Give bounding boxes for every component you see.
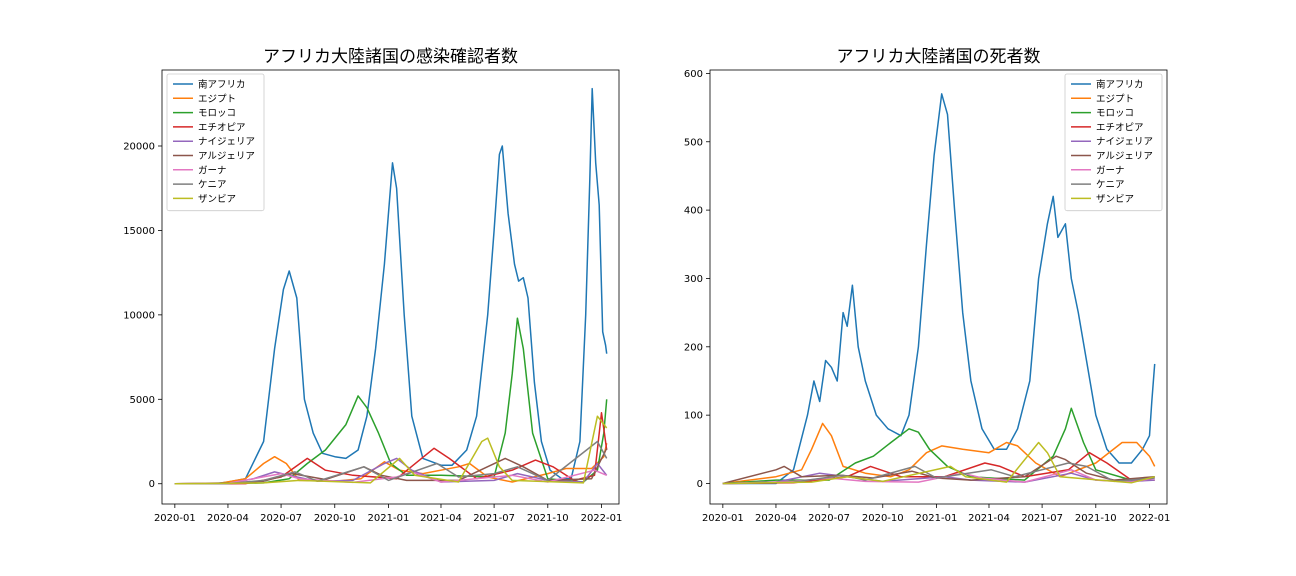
x-tick-label: 2020-01 <box>702 513 744 524</box>
y-tick-label: 0 <box>697 479 703 490</box>
legend-label: ガーナ <box>1096 165 1125 176</box>
x-tick-label: 2021-10 <box>1075 513 1117 524</box>
x-tick-label: 2022-01 <box>1129 513 1171 524</box>
series-line-8 <box>174 415 608 485</box>
legend-label: モロッコ <box>198 108 236 119</box>
x-tick-label: 2020-07 <box>808 513 850 524</box>
y-tick-label: 300 <box>684 274 703 285</box>
x-tick-label: 2020-01 <box>154 513 196 524</box>
x-tick-label: 2022-01 <box>581 513 623 524</box>
y-tick-label: 5000 <box>130 395 155 406</box>
series-line-7 <box>174 440 608 485</box>
series-line-1 <box>722 422 1156 485</box>
y-tick-label: 15000 <box>123 226 155 237</box>
legend-box <box>166 73 265 212</box>
legend-label: エチオピア <box>198 122 246 133</box>
y-tick-label: 200 <box>684 342 703 353</box>
x-tick-label: 2021-04 <box>968 513 1010 524</box>
series-line-0 <box>722 93 1156 485</box>
legend-label: 南アフリカ <box>198 79 246 91</box>
legend-label: 南アフリカ <box>1096 79 1144 91</box>
x-tick-label: 2021-10 <box>527 513 569 524</box>
legend-label: モロッコ <box>1096 108 1134 119</box>
chart-title-deaths: アフリカ大陸諸国の死者数 <box>837 47 1041 67</box>
x-tick-label: 2020-10 <box>314 513 356 524</box>
x-tick-label: 2020-04 <box>755 513 797 524</box>
series-line-3 <box>722 451 1155 485</box>
series-line-2 <box>722 407 1155 485</box>
y-tick-label: 600 <box>684 69 703 80</box>
legend-label: ナイジェリア <box>198 137 255 148</box>
legend-label: エジプト <box>198 94 236 105</box>
series-line-3 <box>174 412 608 485</box>
legend-label: エチオピア <box>1096 122 1144 133</box>
legend-label: ナイジェリア <box>1096 137 1153 148</box>
y-tick-label: 10000 <box>123 310 155 321</box>
x-tick-label: 2020-07 <box>260 513 302 524</box>
legend-label: ザンビア <box>1096 194 1134 205</box>
legend-label: アルジェリア <box>1096 151 1153 162</box>
series-line-7 <box>722 462 1155 485</box>
confirmed-cases-chart: アフリカ大陸諸国の感染確認者数 2020-01 2020-04 2020-07 202… <box>123 47 622 524</box>
legend-box <box>1064 73 1163 212</box>
y-tick-label: 500 <box>684 137 703 148</box>
series-line-0 <box>174 87 608 485</box>
plot-frame <box>161 69 620 505</box>
x-tick-label: 2021-04 <box>420 513 462 524</box>
legend-label: アルジェリア <box>198 151 255 162</box>
series-line-8 <box>722 441 1155 485</box>
deaths-chart: アフリカ大陸諸国の死者数 2020-01 2020-04 2020-07 2020-1… <box>684 47 1170 524</box>
series-line-2 <box>174 317 608 485</box>
series-lines <box>722 93 1156 485</box>
y-tick-label: 20000 <box>123 141 155 152</box>
y-tick-label: 100 <box>684 411 703 422</box>
legend-label: ケニア <box>198 180 227 191</box>
y-tick-label: 400 <box>684 206 703 217</box>
legend-label: ザンビア <box>198 194 236 205</box>
legend-label: ケニア <box>1096 180 1125 191</box>
chart-title-confirmed: アフリカ大陸諸国の感染確認者数 <box>263 47 518 67</box>
legend-label: エジプト <box>1096 94 1134 105</box>
x-tick-label: 2020-10 <box>862 513 904 524</box>
x-tick-label: 2021-07 <box>473 513 515 524</box>
series-lines <box>174 87 608 485</box>
x-tick-label: 2021-01 <box>916 513 958 524</box>
x-tick-label: 2020-04 <box>207 513 249 524</box>
series-line-4 <box>174 457 608 485</box>
legend-label: ガーナ <box>198 165 227 176</box>
x-tick-label: 2021-01 <box>368 513 410 524</box>
plot-frame <box>709 69 1168 505</box>
y-tick-label: 0 <box>149 479 155 490</box>
x-tick-label: 2021-07 <box>1021 513 1063 524</box>
